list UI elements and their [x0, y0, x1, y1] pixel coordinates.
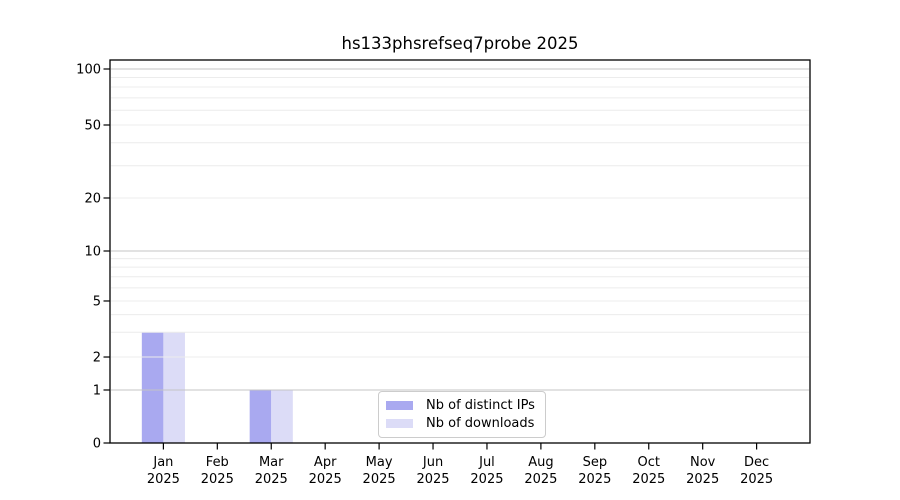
x-tick-label-year-jun: 2025	[416, 472, 449, 487]
x-tick-label-month-dec: Dec	[744, 455, 769, 470]
x-tick-label-month-nov: Nov	[690, 455, 716, 470]
legend-item-downloads: Nb of downloads	[386, 417, 535, 430]
bar-nb-of-distinct-ips-jan	[141, 332, 164, 443]
legend: Nb of distinct IPs Nb of downloads	[378, 391, 546, 438]
x-tick-label-year-aug: 2025	[524, 472, 557, 487]
x-tick-label-month-feb: Feb	[206, 455, 229, 470]
legend-label-downloads: Nb of downloads	[426, 416, 535, 432]
x-tick-label-year-jul: 2025	[470, 472, 503, 487]
x-tick-label-year-oct: 2025	[632, 472, 665, 487]
x-tick-label-month-jul: Jul	[478, 455, 495, 470]
legend-swatch-distinct-ips	[386, 400, 413, 410]
y-tick-label-20: 20	[84, 191, 101, 206]
x-tick-label-month-mar: Mar	[259, 455, 284, 470]
legend-item-distinct-ips: Nb of distinct IPs	[386, 399, 535, 412]
legend-label-distinct-ips: Nb of distinct IPs	[426, 397, 535, 413]
y-tick-label-10: 10	[84, 245, 101, 260]
x-tick-label-year-sep: 2025	[578, 472, 611, 487]
x-tick-label-year-may: 2025	[363, 472, 396, 487]
bar-nb-of-downloads-mar	[271, 389, 293, 443]
x-tick-label-month-may: May	[366, 455, 393, 470]
x-tick-label-month-oct: Oct	[638, 455, 660, 470]
x-tick-label-year-mar: 2025	[255, 472, 288, 487]
y-tick-label-1: 1	[93, 383, 101, 398]
bar-nb-of-distinct-ips-mar	[249, 389, 272, 443]
y-tick-label-100: 100	[76, 63, 101, 78]
bar-nb-of-downloads-jan	[163, 332, 185, 443]
x-tick-label-month-apr: Apr	[314, 455, 337, 470]
x-tick-label-month-jun: Jun	[422, 455, 443, 470]
x-tick-label-month-aug: Aug	[528, 455, 553, 470]
legend-swatch-downloads	[386, 419, 413, 429]
x-tick-label-year-feb: 2025	[201, 472, 234, 487]
y-tick-label-50: 50	[84, 118, 101, 133]
x-tick-label-month-sep: Sep	[583, 455, 608, 470]
chart-title: hs133phsrefseq7probe 2025	[341, 34, 579, 53]
y-tick-label-2: 2	[93, 351, 101, 366]
x-tick-label-year-dec: 2025	[740, 472, 773, 487]
x-tick-label-year-nov: 2025	[686, 472, 719, 487]
y-tick-label-5: 5	[93, 294, 101, 309]
x-tick-label-month-jan: Jan	[152, 455, 173, 470]
x-tick-label-year-apr: 2025	[309, 472, 342, 487]
x-tick-label-year-jan: 2025	[147, 472, 180, 487]
y-tick-label-0: 0	[93, 437, 101, 452]
